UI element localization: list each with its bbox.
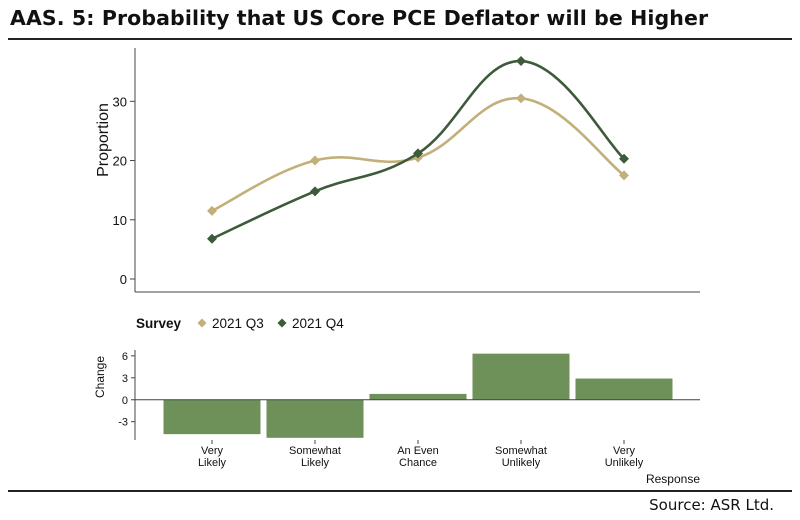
bar-chart-x-label: Response — [646, 472, 700, 486]
bar-x-tick-label: An Even Chance — [397, 445, 439, 469]
bar-x-tick-label: Somewhat Unlikely — [495, 445, 547, 469]
line-y-tick-label: 0 — [120, 272, 127, 287]
bar-3 — [369, 393, 467, 400]
chart-title: AAS. 5: Probability that US Core PCE Def… — [10, 6, 709, 30]
legend: Survey 2021 Q3 2021 Q4 — [136, 316, 344, 331]
line-y-tick-label: 30 — [113, 94, 127, 109]
legend-item-label: 2021 Q4 — [292, 316, 344, 331]
bar-x-tick-label: Very Unlikely — [605, 445, 644, 469]
legend-item-label: 2021 Q3 — [212, 316, 264, 331]
bar-y-tick-label: -3 — [118, 417, 128, 429]
bar-y-tick-label: 6 — [122, 351, 128, 363]
series-2021-q4 — [207, 56, 629, 244]
data-point-marker — [516, 93, 526, 104]
legend-marker-icon — [277, 318, 287, 328]
bar-5 — [575, 378, 673, 400]
bar-4 — [472, 353, 570, 400]
line-y-tick-label: 20 — [113, 154, 127, 169]
bar-2 — [266, 399, 364, 438]
bar-chart-y-label: Change — [93, 356, 107, 398]
data-point-marker — [310, 186, 320, 197]
data-point-marker — [619, 153, 629, 164]
bar-chart-panel: -3 0 3 6 Very Likely Somewhat Likely An Even Cha… — [93, 350, 700, 486]
line-chart-y-label: Proportion — [95, 103, 112, 177]
bar-x-tick-label: Very Likely — [198, 445, 227, 469]
data-point-marker — [619, 170, 629, 181]
line-chart-panel: 0 10 20 30 Proportion — [95, 48, 700, 293]
bottom-rule — [8, 490, 792, 492]
series-line — [211, 59, 625, 240]
bar-y-tick-label: 0 — [122, 395, 128, 407]
data-point-marker — [310, 155, 320, 166]
legend-marker-icon — [197, 318, 207, 328]
data-point-marker — [207, 233, 217, 244]
data-point-marker — [516, 56, 526, 67]
bar-1 — [163, 399, 261, 435]
data-point-marker — [413, 148, 423, 159]
bar-x-tick-label: Somewhat Likely — [289, 445, 341, 469]
bar-y-tick-label: 3 — [122, 373, 128, 385]
legend-title: Survey — [136, 316, 182, 331]
source-note: Source: ASR Ltd. — [649, 496, 774, 514]
data-point-marker — [207, 205, 217, 216]
line-y-tick-label: 10 — [113, 213, 127, 228]
top-rule — [8, 38, 792, 40]
